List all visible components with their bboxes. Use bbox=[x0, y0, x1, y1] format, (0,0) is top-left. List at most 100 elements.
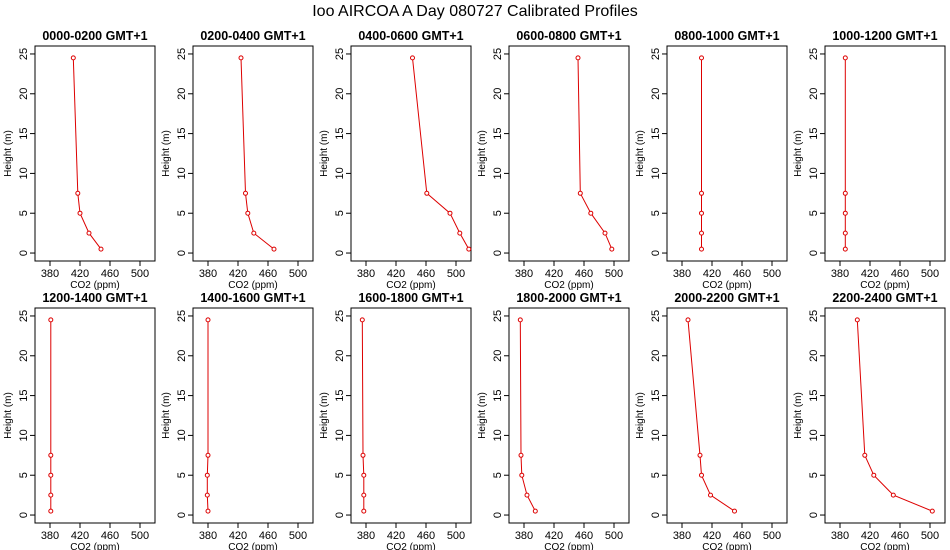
plot-frame bbox=[192, 45, 314, 262]
y-tick-label: 5 bbox=[334, 210, 346, 216]
data-point bbox=[361, 472, 367, 478]
x-tick-label: 380 bbox=[673, 530, 691, 542]
y-axis-label: Height (m) bbox=[161, 130, 172, 177]
x-tick-label: 500 bbox=[921, 268, 939, 280]
data-point bbox=[77, 210, 83, 216]
y-tick-label: 15 bbox=[492, 389, 504, 401]
y-tick-label: 20 bbox=[492, 88, 504, 100]
panel-title: 1200-1400 GMT+1 bbox=[42, 291, 147, 305]
data-point bbox=[842, 210, 848, 216]
y-tick-label: 10 bbox=[808, 167, 820, 179]
profile-line bbox=[412, 57, 470, 250]
data-point bbox=[732, 508, 737, 514]
y-tick-label: 5 bbox=[334, 472, 346, 478]
data-point bbox=[699, 230, 704, 236]
x-tick-label: 500 bbox=[289, 268, 307, 280]
data-point bbox=[842, 190, 848, 196]
data-point bbox=[48, 492, 54, 498]
data-point bbox=[517, 317, 523, 323]
y-tick-label: 15 bbox=[492, 127, 504, 139]
y-axis-label: Height (m) bbox=[635, 130, 646, 177]
x-axis-label: CO2 (ppm) bbox=[70, 542, 119, 550]
x-tick-label: 460 bbox=[101, 268, 119, 280]
y-tick-label: 25 bbox=[808, 48, 820, 60]
data-point bbox=[518, 452, 524, 458]
data-point bbox=[75, 190, 81, 196]
y-tick-label: 10 bbox=[18, 429, 30, 441]
y-tick-label: 15 bbox=[176, 127, 188, 139]
data-point bbox=[48, 452, 54, 458]
panel-3: 0400-0600 GMT+1 0 5 10 15 20 25 380 420 460 500 CO2… bbox=[319, 29, 472, 291]
y-axis-label: Height (m) bbox=[635, 392, 646, 439]
data-point bbox=[48, 317, 54, 323]
plot-frame bbox=[34, 45, 156, 262]
y-tick-label: 0 bbox=[492, 250, 504, 256]
data-point bbox=[532, 508, 538, 514]
y-tick-label: 25 bbox=[492, 310, 504, 322]
y-tick-label: 0 bbox=[492, 512, 504, 518]
x-axis-label: CO2 (ppm) bbox=[386, 542, 435, 550]
x-tick-label: 420 bbox=[861, 268, 879, 280]
x-tick-label: 460 bbox=[733, 530, 751, 542]
y-tick-label: 10 bbox=[808, 429, 820, 441]
x-tick-label: 460 bbox=[259, 268, 277, 280]
panel-5: 0800-1000 GMT+1 0 5 10 15 20 25 380 420 460 500 CO2… bbox=[635, 29, 788, 291]
plot-frame bbox=[824, 45, 946, 262]
y-tick-label: 10 bbox=[650, 429, 662, 441]
x-tick-label: 420 bbox=[861, 530, 879, 542]
x-tick-label: 460 bbox=[417, 530, 435, 542]
y-tick-label: 25 bbox=[650, 310, 662, 322]
y-tick-label: 10 bbox=[334, 429, 346, 441]
y-tick-label: 5 bbox=[176, 210, 188, 216]
profile-line bbox=[361, 319, 365, 512]
data-point bbox=[871, 472, 877, 478]
y-tick-label: 0 bbox=[176, 250, 188, 256]
data-point bbox=[685, 317, 691, 323]
x-tick-label: 500 bbox=[605, 268, 623, 280]
y-axis-label: Height (m) bbox=[793, 130, 804, 177]
panel-11: 2000-2200 GMT+1 0 5 10 15 20 25 380 420 460 500 CO2… bbox=[635, 291, 788, 550]
plot-frame bbox=[350, 307, 472, 524]
y-tick-label: 0 bbox=[18, 512, 30, 518]
plot-frame bbox=[508, 45, 630, 262]
data-point bbox=[699, 210, 704, 216]
y-tick-label: 5 bbox=[808, 210, 820, 216]
y-tick-label: 15 bbox=[650, 389, 662, 401]
data-point bbox=[271, 246, 277, 252]
y-axis-label: Height (m) bbox=[3, 392, 14, 439]
y-axis-label: Height (m) bbox=[161, 392, 172, 439]
panel-title: 0200-0400 GMT+1 bbox=[200, 29, 305, 43]
y-tick-label: 15 bbox=[176, 389, 188, 401]
data-point bbox=[842, 230, 848, 236]
plot-frame bbox=[350, 45, 472, 262]
x-tick-label: 500 bbox=[447, 530, 465, 542]
y-tick-label: 20 bbox=[808, 88, 820, 100]
data-point bbox=[842, 55, 848, 61]
x-axis-label: CO2 (ppm) bbox=[702, 280, 751, 291]
x-tick-label: 460 bbox=[101, 530, 119, 542]
x-tick-label: 420 bbox=[387, 530, 405, 542]
y-tick-label: 25 bbox=[650, 48, 662, 60]
x-tick-label: 460 bbox=[575, 530, 593, 542]
y-tick-label: 5 bbox=[650, 472, 662, 478]
data-point bbox=[359, 317, 365, 323]
x-tick-label: 500 bbox=[763, 530, 781, 542]
panel-6: 1000-1200 GMT+1 0 5 10 15 20 25 380 420 460 500 CO2… bbox=[793, 29, 946, 291]
profile-line bbox=[687, 319, 735, 512]
data-point bbox=[575, 55, 581, 61]
data-point bbox=[410, 55, 415, 61]
plot-frame bbox=[34, 307, 156, 524]
data-point bbox=[699, 55, 704, 61]
data-point bbox=[577, 190, 583, 196]
y-tick-label: 20 bbox=[492, 350, 504, 362]
x-axis-label: CO2 (ppm) bbox=[544, 280, 593, 291]
x-tick-label: 380 bbox=[515, 268, 533, 280]
panel-title: 0400-0600 GMT+1 bbox=[358, 29, 463, 43]
plot-frame bbox=[666, 45, 788, 262]
x-tick-label: 420 bbox=[71, 530, 89, 542]
x-tick-label: 460 bbox=[891, 530, 909, 542]
y-tick-label: 20 bbox=[334, 88, 346, 100]
data-point bbox=[48, 508, 54, 514]
panel-title: 1800-2000 GMT+1 bbox=[516, 291, 621, 305]
data-point bbox=[98, 246, 104, 252]
